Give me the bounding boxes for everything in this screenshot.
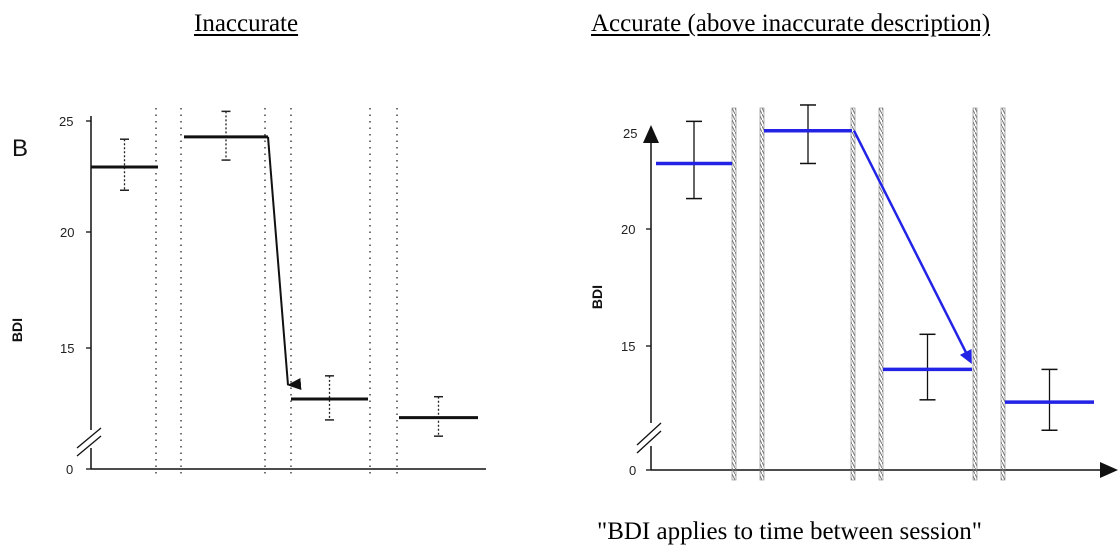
panel-letter: B — [12, 135, 28, 162]
y-axis-label: BDI — [589, 285, 605, 309]
y-tick-label: 0 — [66, 462, 73, 477]
y-tick-label: 0 — [629, 463, 636, 478]
left-heading: Inaccurate — [194, 10, 299, 37]
session-divider — [759, 107, 765, 481]
y-axis-label: BDI — [9, 318, 25, 342]
session-divider — [850, 107, 856, 481]
y-tick-label: 15 — [60, 341, 74, 356]
y-tick-label: 15 — [621, 339, 635, 354]
y-axis-arrow — [643, 125, 659, 143]
trend-arrow — [852, 130, 972, 361]
right-chart: BDI 0 20 15 25 — [589, 104, 1118, 481]
axis-break-mark — [636, 422, 662, 446]
session-divider — [1000, 107, 1006, 481]
y-tick-label: 20 — [621, 222, 635, 237]
axis-break-mark — [76, 427, 102, 449]
axis-break-mark — [76, 435, 102, 457]
y-tick-label: 20 — [60, 225, 74, 240]
trend-arrow-head — [959, 348, 972, 364]
x-axis-arrow — [1100, 462, 1118, 478]
session-divider — [878, 107, 884, 481]
session-divider — [972, 107, 978, 481]
left-chart: B BDI 0 20 15 25 — [9, 108, 486, 478]
y-tick-label: 25 — [59, 114, 73, 129]
axis-break-mark — [636, 430, 662, 454]
caption: "BDI applies to time between session" — [597, 518, 982, 545]
trend-arrow — [267, 136, 302, 390]
session-divider — [731, 107, 737, 481]
y-tick-label: 25 — [623, 126, 637, 141]
right-heading: Accurate (above inaccurate description) — [591, 10, 991, 37]
